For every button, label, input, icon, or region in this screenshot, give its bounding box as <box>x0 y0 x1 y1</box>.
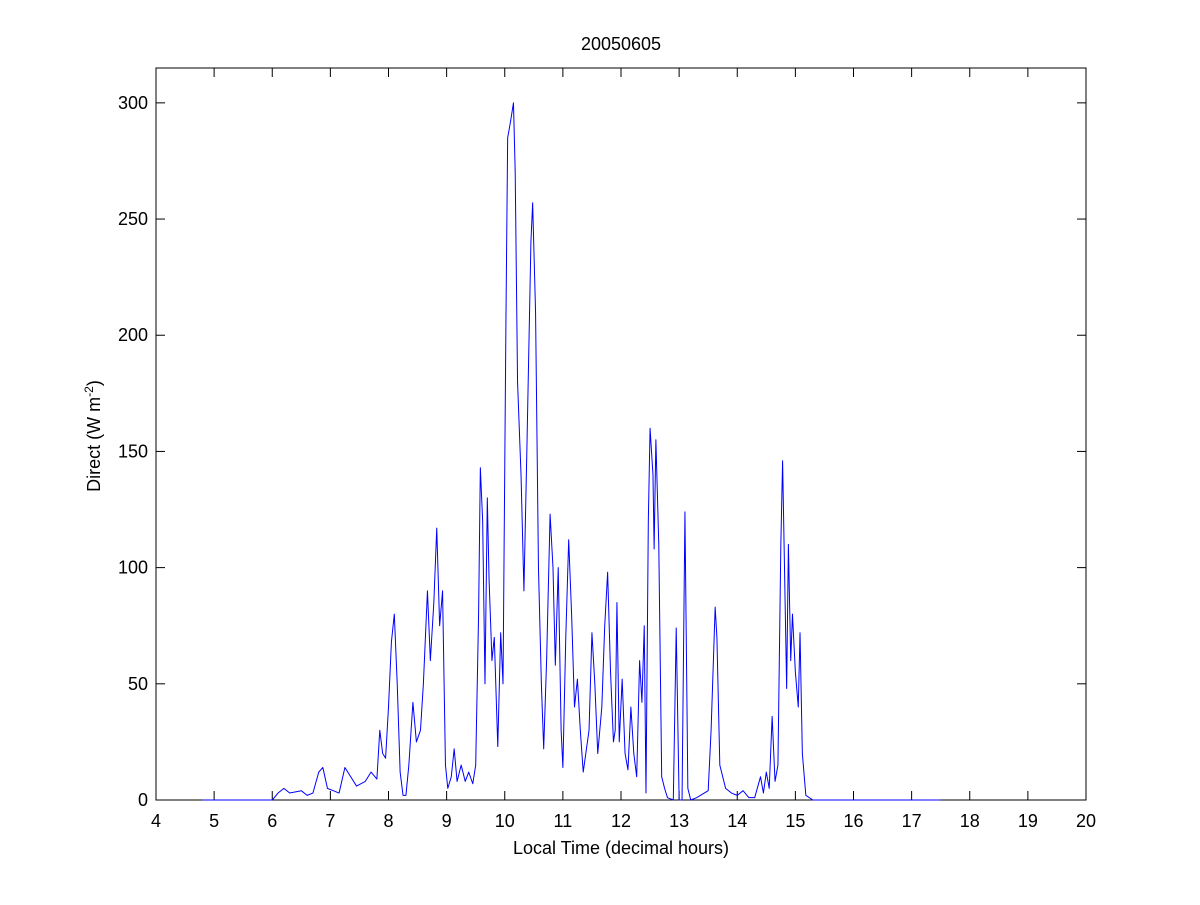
x-tick-label: 5 <box>209 811 219 831</box>
y-tick-label: 0 <box>138 790 148 810</box>
x-tick-label: 17 <box>902 811 922 831</box>
x-axis-label: Local Time (decimal hours) <box>513 838 729 858</box>
x-tick-label: 19 <box>1018 811 1038 831</box>
x-tick-label: 16 <box>843 811 863 831</box>
x-tick-label: 10 <box>495 811 515 831</box>
x-tick-label: 11 <box>554 811 573 831</box>
y-axis-label: Direct (W m-2) <box>82 380 104 492</box>
chart-title: 20050605 <box>581 34 661 54</box>
x-tick-label: 18 <box>960 811 980 831</box>
y-tick-label: 50 <box>128 674 148 694</box>
x-tick-label: 13 <box>669 811 689 831</box>
x-tick-label: 6 <box>267 811 277 831</box>
y-label-suffix: ) <box>84 380 104 386</box>
plot-area <box>155 67 1087 801</box>
y-tick-label: 100 <box>118 558 148 578</box>
y-label-text: Direct (W m <box>84 397 104 492</box>
y-tick-label: 200 <box>118 325 148 345</box>
y-tick-label: 300 <box>118 93 148 113</box>
x-tick-label: 4 <box>151 811 161 831</box>
x-tick-label: 14 <box>727 811 747 831</box>
x-tick-label: 15 <box>785 811 805 831</box>
y-label-sup: -2 <box>82 386 96 397</box>
y-tick-label: 250 <box>118 209 148 229</box>
x-tick-label: 7 <box>325 811 335 831</box>
x-tick-label: 20 <box>1076 811 1096 831</box>
x-tick-label: 8 <box>383 811 393 831</box>
data-line <box>202 102 941 801</box>
x-tick-label: 9 <box>442 811 452 831</box>
x-tick-label: 12 <box>611 811 631 831</box>
y-tick-label: 150 <box>118 441 148 461</box>
